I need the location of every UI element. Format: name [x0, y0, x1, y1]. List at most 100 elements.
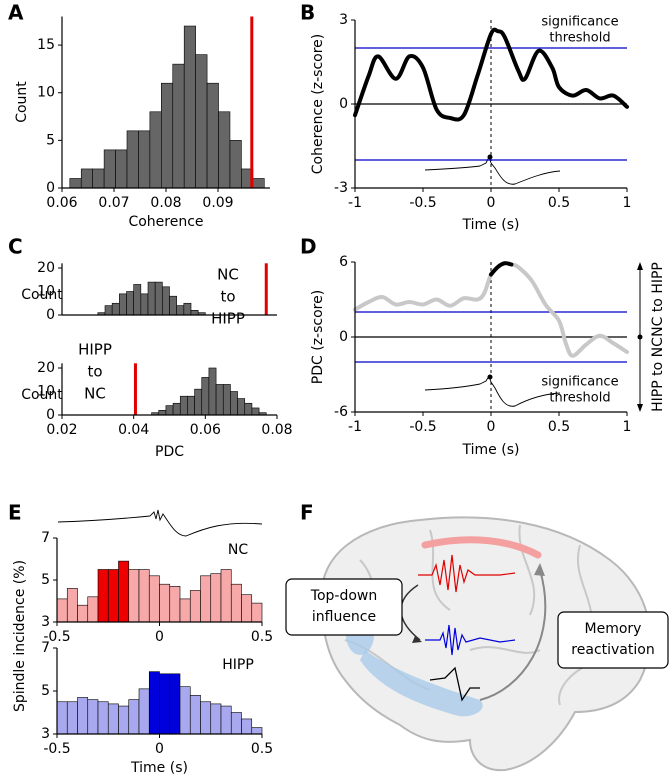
x-axis-label: Coherence: [128, 214, 203, 230]
bar: [210, 573, 222, 623]
bar: [165, 405, 174, 416]
bar: [162, 286, 170, 316]
bar: [161, 82, 174, 189]
y-tick-label: 15: [37, 37, 55, 53]
y-tick-label: 20: [37, 360, 55, 376]
bar: [179, 395, 188, 416]
bar: [56, 701, 68, 735]
bar: [107, 569, 119, 623]
bar: [87, 596, 99, 623]
y-tick-label: 10: [37, 85, 55, 101]
bar: [128, 699, 140, 735]
annotation: threshold: [549, 31, 610, 46]
panel-label: F: [300, 501, 314, 525]
y-tick-label: 3: [41, 614, 50, 630]
bar: [251, 407, 260, 416]
x-tick-label: -0.5: [409, 195, 436, 211]
bar: [103, 149, 116, 189]
series-label: HIPP: [222, 657, 254, 673]
panel-text: NC: [84, 385, 106, 403]
panel-text: to: [87, 363, 102, 381]
y-axis-label: PDC (z-score): [310, 290, 326, 384]
bar: [169, 673, 181, 735]
series-label: NC: [228, 542, 248, 558]
bar: [179, 598, 191, 623]
y-tick-label: -6: [334, 404, 348, 420]
y-tick-label: 3: [339, 12, 348, 28]
annotation: significance: [541, 15, 618, 30]
bar: [252, 178, 265, 189]
y-tick-label: 3: [41, 726, 50, 742]
bar: [169, 585, 181, 623]
bar: [115, 149, 128, 189]
x-tick-label: 1: [623, 195, 632, 211]
bar: [222, 384, 231, 416]
bar: [104, 305, 113, 316]
bar: [118, 560, 130, 623]
x-tick-label: 0.04: [118, 422, 149, 438]
bar: [97, 569, 109, 623]
bar: [118, 705, 130, 735]
bar: [220, 705, 232, 735]
y-axis-label: Spindle incidence (%): [12, 560, 28, 712]
x-tick-label: 0.5: [548, 195, 570, 211]
x-axis-label: PDC: [155, 444, 184, 460]
y-tick-label: 10: [37, 384, 55, 400]
y-axis-label: Coherence (z-score): [310, 34, 326, 174]
bar: [80, 168, 93, 189]
bar: [183, 302, 192, 316]
bar: [218, 111, 231, 189]
inset-waveform: [57, 509, 263, 537]
arrow-dot: [637, 334, 643, 340]
bar: [176, 305, 185, 316]
bar: [149, 111, 162, 189]
bar: [92, 168, 105, 189]
y-tick-label: 0: [339, 329, 348, 345]
x-tick-label: 0.09: [202, 195, 233, 211]
panel-label: D: [300, 235, 317, 259]
x-axis-label: Time (s): [462, 442, 520, 458]
bar: [138, 130, 151, 189]
panel-text: NC: [217, 266, 239, 284]
box-text: reactivation: [571, 642, 654, 658]
bar: [159, 583, 171, 623]
bar: [159, 673, 171, 735]
y-tick-label: 6: [339, 254, 348, 270]
bar: [244, 402, 253, 416]
panel-label: B: [300, 1, 315, 25]
arrow-head: [637, 404, 643, 412]
y-tick-label: 0: [339, 96, 348, 112]
annotation: significance: [541, 375, 618, 390]
bar: [190, 309, 199, 316]
brain-diagram: [285, 516, 669, 772]
inset-dot: [487, 154, 493, 160]
bar: [200, 575, 212, 623]
bar: [237, 398, 246, 416]
bar: [206, 82, 219, 189]
x-tick-label: 0.5: [251, 741, 273, 757]
bar: [133, 284, 142, 316]
bar: [187, 395, 195, 416]
inset-waveform: [424, 374, 561, 407]
bar: [208, 367, 217, 416]
inset-dot: [487, 374, 493, 380]
bar: [201, 377, 210, 416]
bar: [194, 388, 203, 416]
bar: [126, 291, 134, 316]
curve: [353, 27, 629, 122]
bar: [251, 727, 263, 735]
bar: [158, 409, 167, 416]
y-tick-label: 0: [46, 307, 55, 323]
x-tick-label: -1: [348, 195, 362, 211]
x-tick-label: 1: [623, 419, 632, 435]
x-tick-label: 0.06: [190, 422, 221, 438]
bar: [251, 602, 263, 623]
bar: [56, 598, 68, 623]
direction-label: HIPP to NC: [650, 337, 666, 412]
inset-waveform: [424, 155, 561, 185]
bar: [140, 293, 149, 316]
x-tick-label: 0.07: [98, 195, 129, 211]
bar: [215, 384, 224, 416]
bar: [195, 54, 208, 189]
